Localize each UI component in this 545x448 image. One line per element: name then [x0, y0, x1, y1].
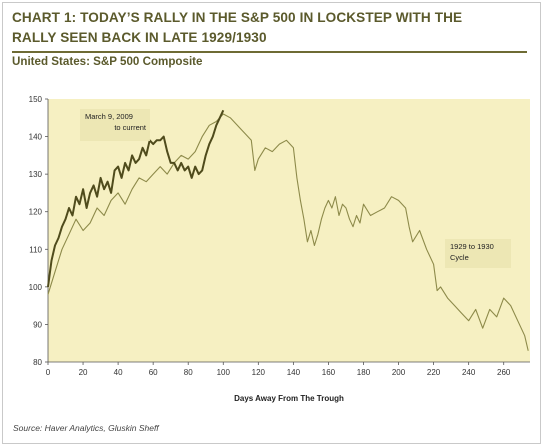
x-tick-label: 60 — [149, 368, 158, 377]
x-tick-label: 0 — [46, 368, 51, 377]
x-tick-label: 120 — [252, 368, 266, 377]
y-tick-label: 120 — [29, 208, 43, 217]
x-tick-label: 80 — [184, 368, 193, 377]
series-1929-line — [47, 113, 529, 351]
y-tick-label: 130 — [29, 170, 43, 179]
chart-title-line-2: RALLY SEEN BACK IN LATE 1929/1930 — [12, 30, 267, 45]
annotation-1929-box — [445, 239, 511, 268]
annotation-1929-text: 1929 to 1930 — [450, 242, 494, 251]
chart-title-line-1: CHART 1: TODAY’S RALLY IN THE S&P 500 IN… — [12, 10, 463, 25]
y-tick-label: 110 — [29, 245, 42, 254]
annotation-1929-text: Cycle — [450, 253, 469, 262]
x-tick-label: 200 — [392, 368, 406, 377]
x-tick-label: 180 — [357, 368, 371, 377]
x-tick-label: 20 — [79, 368, 88, 377]
x-tick-label: 240 — [462, 368, 476, 377]
chart-title: CHART 1: TODAY’S RALLY IN THE S&P 500 IN… — [12, 8, 527, 48]
x-tick-label: 260 — [497, 368, 511, 377]
x-tick-label: 100 — [217, 368, 231, 377]
chart-subtitle: United States: S&P 500 Composite — [12, 55, 203, 68]
y-tick-label: 80 — [33, 358, 42, 367]
x-tick-label: 40 — [114, 368, 123, 377]
x-axis-label: Days Away From The Trough — [234, 394, 344, 403]
source-note: Source: Haver Analytics, Gluskin Sheff — [13, 423, 159, 433]
title-rule — [12, 51, 527, 53]
y-tick-label: 150 — [29, 95, 43, 104]
y-tick-label: 100 — [29, 283, 43, 292]
series-2009-line — [47, 109, 225, 288]
y-tick-label: 140 — [29, 133, 43, 142]
x-tick-label: 220 — [427, 368, 441, 377]
annotation-2009-box — [80, 109, 150, 141]
x-tick-label: 140 — [287, 368, 301, 377]
annotation-2009-text: to current — [114, 123, 147, 132]
y-tick-label: 90 — [33, 320, 42, 329]
x-tick-label: 160 — [322, 368, 336, 377]
annotation-2009-text: March 9, 2009 — [85, 112, 133, 121]
